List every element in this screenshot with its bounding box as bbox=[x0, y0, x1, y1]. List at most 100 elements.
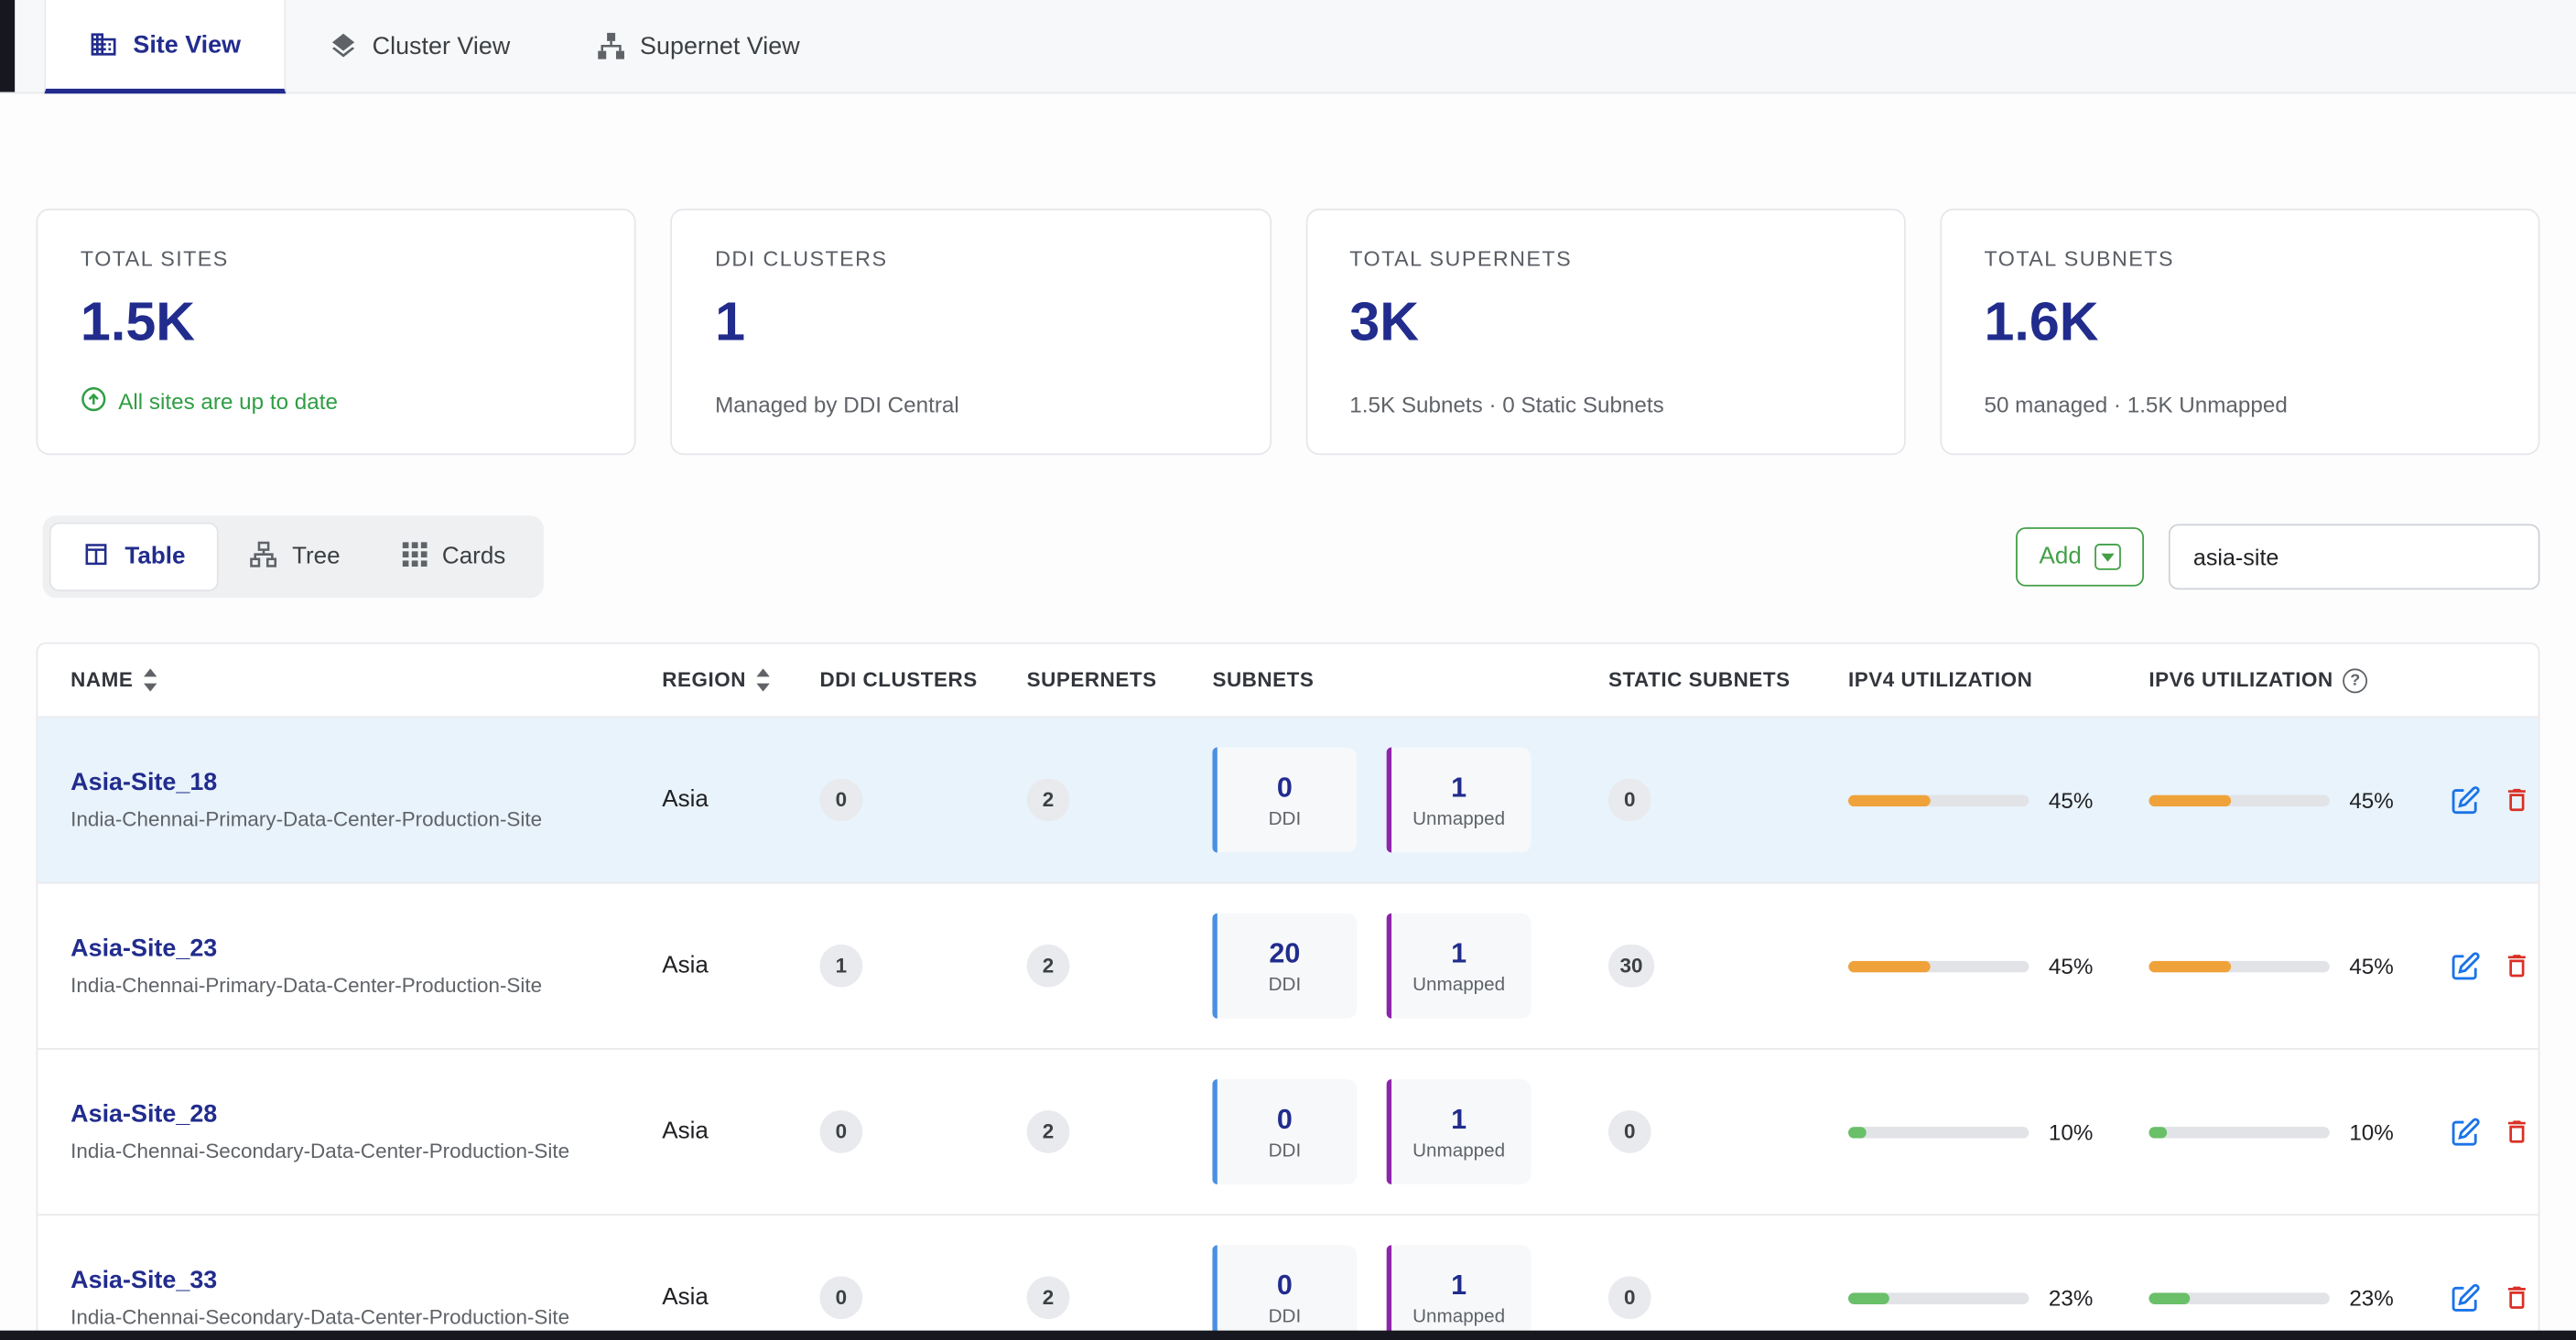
stat-card-total-supernets: TOTAL SUPERNETS 3K 1.5K Subnets · 0 Stat… bbox=[1305, 209, 1905, 455]
delete-icon[interactable] bbox=[2502, 785, 2531, 815]
site-description: India-Chennai-Secondary-Data-Center-Prod… bbox=[70, 1140, 662, 1162]
ipv4-progress-bar bbox=[1848, 794, 2029, 806]
supernets-badge: 2 bbox=[1027, 1110, 1070, 1153]
view-mode-tree[interactable]: Tree bbox=[218, 523, 371, 591]
stat-title: TOTAL SUPERNETS bbox=[1349, 246, 1861, 271]
stat-value: 1.6K bbox=[1984, 291, 2495, 353]
ipv6-utilization-cell: 10% bbox=[2148, 1119, 2449, 1144]
edit-icon[interactable] bbox=[2450, 1282, 2481, 1313]
delete-icon[interactable] bbox=[2502, 951, 2531, 980]
actions-cell bbox=[2450, 950, 2538, 981]
toolbar: Table Tree Cards Add bbox=[36, 516, 2539, 599]
ipv6-progress-bar bbox=[2148, 1126, 2329, 1138]
column-header-supernets: SUPERNETS bbox=[1027, 668, 1213, 691]
column-header-subnets: SUBNETS bbox=[1212, 668, 1608, 691]
region-cell: Asia bbox=[662, 1118, 819, 1145]
supernets-badge: 2 bbox=[1027, 945, 1070, 988]
supernet-hierarchy-icon bbox=[596, 31, 625, 60]
ddi-clusters-badge: 0 bbox=[820, 1110, 863, 1153]
stat-value: 3K bbox=[1349, 291, 1861, 353]
ddi-clusters-badge: 0 bbox=[820, 779, 863, 822]
bottom-edge-panel bbox=[0, 1331, 2576, 1340]
ipv4-utilization-cell: 10% bbox=[1848, 1119, 2148, 1144]
page: Site View Cluster View Supernet View TOT… bbox=[0, 0, 2576, 1340]
subnet-ddi-card: 0 DDI bbox=[1212, 1245, 1357, 1340]
stat-title: TOTAL SITES bbox=[81, 246, 592, 271]
column-header-region[interactable]: REGION bbox=[662, 668, 819, 691]
view-mode-label: Tree bbox=[292, 544, 341, 570]
stat-subtitle: 50 managed · 1.5K Unmapped bbox=[1984, 393, 2495, 417]
static-subnets-badge: 30 bbox=[1608, 945, 1654, 988]
subnet-unmapped-card: 1 Unmapped bbox=[1387, 1079, 1532, 1184]
tab-cluster-view[interactable]: Cluster View bbox=[286, 0, 553, 92]
view-mode-table[interactable]: Table bbox=[49, 523, 218, 591]
edit-icon[interactable] bbox=[2450, 950, 2481, 981]
subnet-ddi-card: 20 DDI bbox=[1212, 913, 1357, 1019]
ipv4-progress-bar bbox=[1848, 960, 2029, 972]
table-row[interactable]: Asia-Site_28 India-Chennai-Secondary-Dat… bbox=[38, 1050, 2538, 1216]
site-name-cell: Asia-Site_33 India-Chennai-Secondary-Dat… bbox=[70, 1267, 662, 1329]
ddi-clusters-badge: 1 bbox=[820, 945, 863, 988]
ipv4-utilization-cell: 23% bbox=[1848, 1285, 2148, 1310]
main-content: TOTAL SITES 1.5K All sites are up to dat… bbox=[0, 209, 2576, 1340]
tab-label: Site View bbox=[133, 30, 241, 59]
delete-icon[interactable] bbox=[2502, 1117, 2531, 1146]
view-mode-label: Cards bbox=[442, 544, 505, 570]
static-subnets-badge: 0 bbox=[1608, 779, 1651, 822]
table-header: NAME REGION DDI CLUSTERS SUPERNETS SUBNE… bbox=[38, 643, 2538, 718]
help-icon[interactable]: ? bbox=[2343, 668, 2368, 693]
view-tabbar: Site View Cluster View Supernet View bbox=[0, 0, 2576, 93]
tab-label: Supernet View bbox=[640, 32, 800, 60]
stat-title: TOTAL SUBNETS bbox=[1984, 246, 2495, 271]
view-mode-cards[interactable]: Cards bbox=[372, 523, 537, 591]
table-row[interactable]: Asia-Site_33 India-Chennai-Secondary-Dat… bbox=[38, 1216, 2538, 1340]
site-name-link[interactable]: Asia-Site_18 bbox=[70, 769, 662, 797]
site-name-link[interactable]: Asia-Site_23 bbox=[70, 935, 662, 963]
actions-cell bbox=[2450, 784, 2538, 816]
add-button[interactable]: Add bbox=[2016, 527, 2144, 587]
sites-table: NAME REGION DDI CLUSTERS SUPERNETS SUBNE… bbox=[36, 643, 2539, 1340]
tab-label: Cluster View bbox=[373, 32, 511, 60]
supernets-badge: 2 bbox=[1027, 779, 1070, 822]
ipv4-utilization-cell: 45% bbox=[1848, 954, 2148, 978]
site-name-link[interactable]: Asia-Site_33 bbox=[70, 1267, 662, 1295]
layers-icon bbox=[328, 31, 357, 60]
site-name-link[interactable]: Asia-Site_28 bbox=[70, 1100, 662, 1129]
column-header-name[interactable]: NAME bbox=[70, 668, 662, 691]
left-edge-panel bbox=[0, 0, 15, 92]
table-row[interactable]: Asia-Site_23 India-Chennai-Primary-Data-… bbox=[38, 884, 2538, 1050]
edit-icon[interactable] bbox=[2450, 1116, 2481, 1147]
cards-grid-icon bbox=[403, 541, 428, 572]
stat-subtitle: 1.5K Subnets · 0 Static Subnets bbox=[1349, 393, 1861, 417]
search-input[interactable] bbox=[2169, 524, 2540, 589]
sort-icon bbox=[143, 668, 157, 691]
static-subnets-badge: 0 bbox=[1608, 1276, 1651, 1319]
subnet-unmapped-card: 1 Unmapped bbox=[1387, 748, 1532, 853]
delete-icon[interactable] bbox=[2502, 1283, 2531, 1313]
subnet-ddi-card: 0 DDI bbox=[1212, 748, 1357, 853]
site-name-cell: Asia-Site_23 India-Chennai-Primary-Data-… bbox=[70, 935, 662, 997]
ipv6-utilization-cell: 23% bbox=[2148, 1285, 2449, 1310]
table-row[interactable]: Asia-Site_18 India-Chennai-Primary-Data-… bbox=[38, 718, 2538, 883]
ipv6-progress-bar bbox=[2148, 1291, 2329, 1303]
site-name-cell: Asia-Site_28 India-Chennai-Secondary-Dat… bbox=[70, 1100, 662, 1162]
stat-subtitle: All sites are up to date bbox=[81, 386, 592, 417]
site-description: India-Chennai-Primary-Data-Center-Produc… bbox=[70, 808, 662, 831]
static-subnets-badge: 0 bbox=[1608, 1110, 1651, 1153]
subnets-cell: 0 DDI 1 Unmapped bbox=[1212, 1079, 1608, 1184]
supernets-badge: 2 bbox=[1027, 1276, 1070, 1319]
tab-supernet-view[interactable]: Supernet View bbox=[553, 0, 842, 92]
stat-cards: TOTAL SITES 1.5K All sites are up to dat… bbox=[36, 209, 2539, 455]
table-icon bbox=[82, 540, 111, 575]
tab-site-view[interactable]: Site View bbox=[44, 0, 285, 93]
column-header-ipv4-utilization: IPV4 UTILIZATION bbox=[1848, 668, 2148, 691]
ipv4-progress-bar bbox=[1848, 1291, 2029, 1303]
subnet-unmapped-card: 1 Unmapped bbox=[1387, 1245, 1532, 1340]
region-cell: Asia bbox=[662, 1284, 819, 1311]
edit-icon[interactable] bbox=[2450, 784, 2481, 816]
site-name-cell: Asia-Site_18 India-Chennai-Primary-Data-… bbox=[70, 769, 662, 831]
stat-subtitle-text: All sites are up to date bbox=[118, 389, 338, 414]
stat-value: 1.5K bbox=[81, 291, 592, 353]
stat-card-ddi-clusters: DDI CLUSTERS 1 Managed by DDI Central bbox=[671, 209, 1271, 455]
ipv4-utilization-cell: 45% bbox=[1848, 788, 2148, 813]
